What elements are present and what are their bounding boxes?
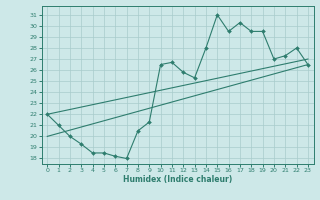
X-axis label: Humidex (Indice chaleur): Humidex (Indice chaleur)	[123, 175, 232, 184]
